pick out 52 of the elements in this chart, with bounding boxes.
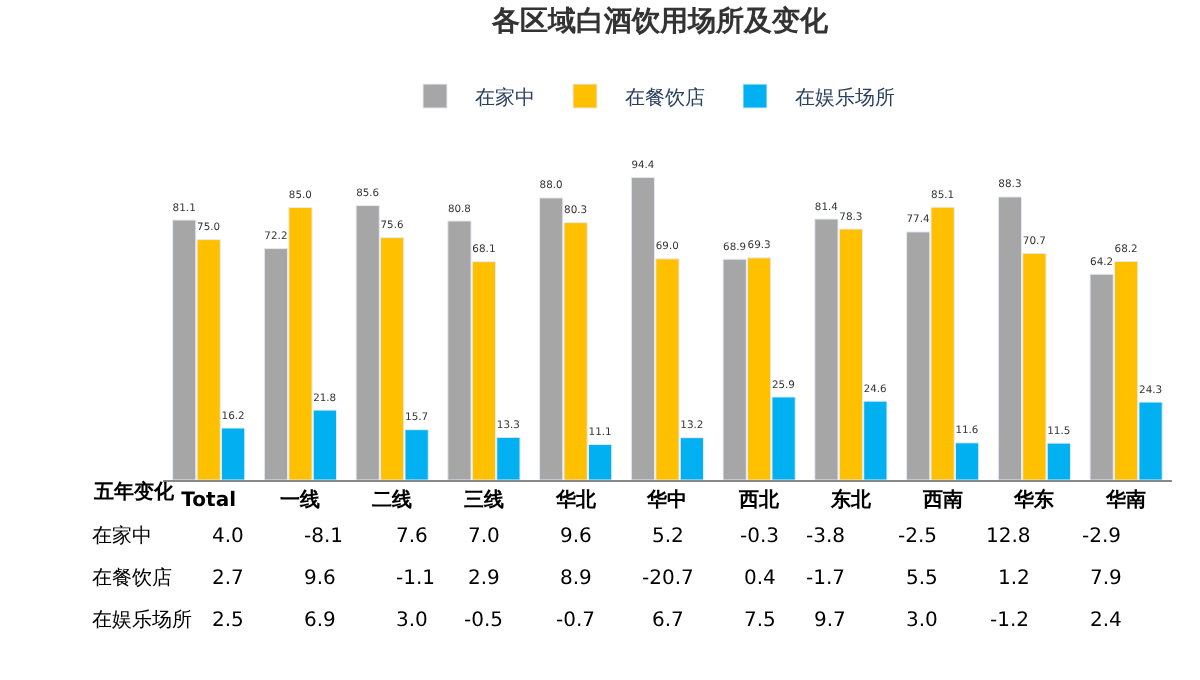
chart-title: 各区域白酒饮用场所及变化	[490, 3, 830, 38]
x-tick-label: 一线	[280, 488, 321, 512]
text: 3.0	[906, 610, 938, 632]
text: 在家中	[92, 524, 152, 548]
legend-label: 在娱乐场所	[795, 85, 895, 110]
text: -20.7	[642, 568, 694, 590]
x-tick-label: 二线	[372, 488, 413, 512]
text: -2.5	[898, 526, 938, 548]
text: -0.5	[464, 610, 504, 632]
x-tick-label: 华南	[1104, 488, 1147, 512]
x-tick-label: 三线	[463, 488, 504, 512]
text: -1.2	[990, 610, 1030, 632]
text: -0.7	[556, 610, 596, 632]
text: 6.9	[304, 610, 336, 632]
x-tick-label: Total	[181, 490, 237, 512]
text: 0.4	[744, 568, 776, 590]
text: 2.5	[212, 610, 244, 632]
legend-label: 在家中	[475, 85, 535, 110]
text: 五年变化	[92, 480, 176, 504]
x-tick-label: 西南	[920, 488, 963, 512]
text: 7.9	[1090, 568, 1122, 590]
text: -1.7	[806, 568, 846, 590]
x-tick-label: 华北	[553, 488, 598, 512]
text: 在餐饮店	[92, 566, 172, 590]
text: -2.9	[1082, 526, 1122, 548]
text: 7.6	[396, 526, 428, 548]
x-tick-label: 东北	[828, 488, 873, 512]
text: 5.5	[906, 568, 938, 590]
x-tick-label: 西北	[737, 488, 782, 512]
text: 8.9	[560, 568, 592, 590]
text: 3.0	[396, 610, 428, 632]
text: -3.8	[806, 526, 846, 548]
text: 9.6	[560, 526, 592, 548]
text: 2.9	[468, 568, 500, 590]
text: 5.2	[652, 526, 684, 548]
text: -0.3	[740, 526, 780, 548]
text: -8.1	[304, 526, 344, 548]
text: 7.5	[744, 610, 776, 632]
text: 在娱乐场所	[92, 608, 192, 632]
text: -1.1	[396, 568, 436, 590]
text: 7.0	[468, 526, 500, 548]
text: 2.7	[212, 568, 244, 590]
text: 2.4	[1090, 610, 1122, 632]
x-tick-label: 华中	[645, 488, 688, 512]
text: 4.0	[212, 526, 244, 548]
text: 1.2	[998, 568, 1030, 590]
text: 9.7	[814, 610, 846, 632]
legend-label: 在餐饮店	[625, 85, 705, 110]
text: 9.6	[304, 568, 336, 590]
text: 12.8	[986, 526, 1031, 548]
text: 6.7	[652, 610, 684, 632]
x-tick-label: 华东	[1012, 488, 1055, 512]
